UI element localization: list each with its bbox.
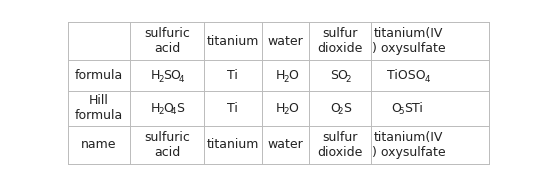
Text: 4: 4 xyxy=(171,107,176,116)
Text: O: O xyxy=(288,69,298,82)
Text: SO: SO xyxy=(163,69,181,82)
Text: 4: 4 xyxy=(425,75,431,84)
Text: sulfuric
acid: sulfuric acid xyxy=(144,131,190,159)
Text: H: H xyxy=(150,69,160,82)
Text: Ti: Ti xyxy=(228,69,238,82)
Text: 2: 2 xyxy=(158,107,163,116)
Text: 2: 2 xyxy=(158,75,163,84)
Text: H: H xyxy=(150,102,160,115)
Text: SO: SO xyxy=(330,69,348,82)
Text: sulfuric
acid: sulfuric acid xyxy=(144,27,190,55)
Text: Ti: Ti xyxy=(228,102,238,115)
Text: 5: 5 xyxy=(399,107,405,116)
Text: H: H xyxy=(275,69,285,82)
Text: name: name xyxy=(81,138,117,151)
Text: water: water xyxy=(268,35,304,48)
Text: Hill
formula: Hill formula xyxy=(75,94,123,122)
Text: 4: 4 xyxy=(178,75,184,84)
Text: 2: 2 xyxy=(338,107,343,116)
Text: titanium: titanium xyxy=(207,35,259,48)
Text: S: S xyxy=(176,102,184,115)
Text: sulfur
dioxide: sulfur dioxide xyxy=(318,27,363,55)
Text: titanium: titanium xyxy=(207,138,259,151)
Text: 2: 2 xyxy=(345,75,351,84)
Text: formula: formula xyxy=(75,69,123,82)
Text: STi: STi xyxy=(404,102,422,115)
Text: O: O xyxy=(330,102,340,115)
Text: H: H xyxy=(275,102,285,115)
Text: TiOSO: TiOSO xyxy=(388,69,426,82)
Text: S: S xyxy=(343,102,351,115)
Text: O: O xyxy=(288,102,298,115)
Text: sulfur
dioxide: sulfur dioxide xyxy=(318,131,363,159)
Text: 2: 2 xyxy=(283,75,288,84)
Text: O: O xyxy=(391,102,401,115)
Text: titanium(IV
) oxysulfate: titanium(IV ) oxysulfate xyxy=(372,131,446,159)
Text: 2: 2 xyxy=(283,107,288,116)
Text: water: water xyxy=(268,138,304,151)
Text: titanium(IV
) oxysulfate: titanium(IV ) oxysulfate xyxy=(372,27,446,55)
Text: O: O xyxy=(163,102,173,115)
